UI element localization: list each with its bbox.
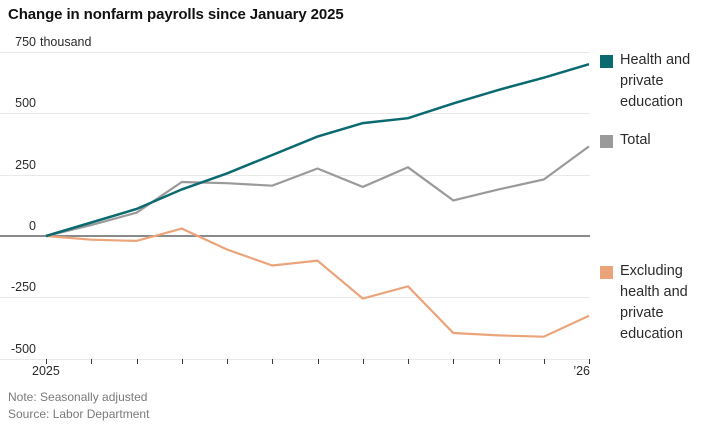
x-axis-tick <box>408 359 409 364</box>
legend-label-total: Total <box>620 132 651 148</box>
legend-label-excluding: Excluding health and private education <box>620 263 688 342</box>
y-axis-label: 250 <box>15 157 36 172</box>
x-axis-tick <box>182 359 183 364</box>
x-axis-label-start: 2025 <box>32 364 60 378</box>
x-axis-tick <box>589 359 590 364</box>
x-axis-tick <box>318 359 319 364</box>
y-axis-label: -500 <box>10 341 36 356</box>
y-axis-label: 0 <box>29 219 36 233</box>
x-axis-tick <box>272 359 273 364</box>
y-axis-label: 750 thousand <box>15 34 92 49</box>
gridline <box>0 358 590 360</box>
x-axis-tick <box>363 359 364 364</box>
x-axis-tick <box>453 359 454 364</box>
y-axis-label: -250 <box>10 280 36 295</box>
x-axis-tick <box>544 359 545 364</box>
gridline <box>0 297 590 299</box>
x-axis-tick <box>46 359 47 364</box>
gridline <box>0 174 590 176</box>
x-axis-label-end: ’26 <box>573 364 590 378</box>
legend-swatch-excluding <box>600 266 613 279</box>
chart-source: Source: Labor Department <box>8 407 150 421</box>
legend-swatch-health <box>600 55 613 68</box>
legend-item-excluding: Excluding health and private education <box>600 261 710 345</box>
series-line-health <box>45 63 590 238</box>
series-line-total <box>45 145 590 238</box>
chart-title: Change in nonfarm payrolls since January… <box>8 6 344 23</box>
chart-note: Note: Seasonally adjusted <box>8 390 148 404</box>
legend-swatch-total <box>600 135 613 148</box>
zero-gridline <box>0 235 590 237</box>
legend-item-total: Total <box>600 130 710 151</box>
y-axis-unit: thousand <box>40 34 92 49</box>
legend-label-health: Health and private education <box>620 52 691 110</box>
y-axis-label: 500 <box>15 96 36 111</box>
gridline <box>0 113 590 115</box>
x-axis-tick <box>137 359 138 364</box>
x-axis-tick <box>91 359 92 364</box>
gridline <box>0 51 590 53</box>
x-axis-tick <box>227 359 228 364</box>
legend: Health and private education Total Excludi… <box>600 0 724 426</box>
series-line-excluding <box>45 227 590 338</box>
legend-item-health: Health and private education <box>600 50 710 113</box>
x-axis-tick <box>499 359 500 364</box>
